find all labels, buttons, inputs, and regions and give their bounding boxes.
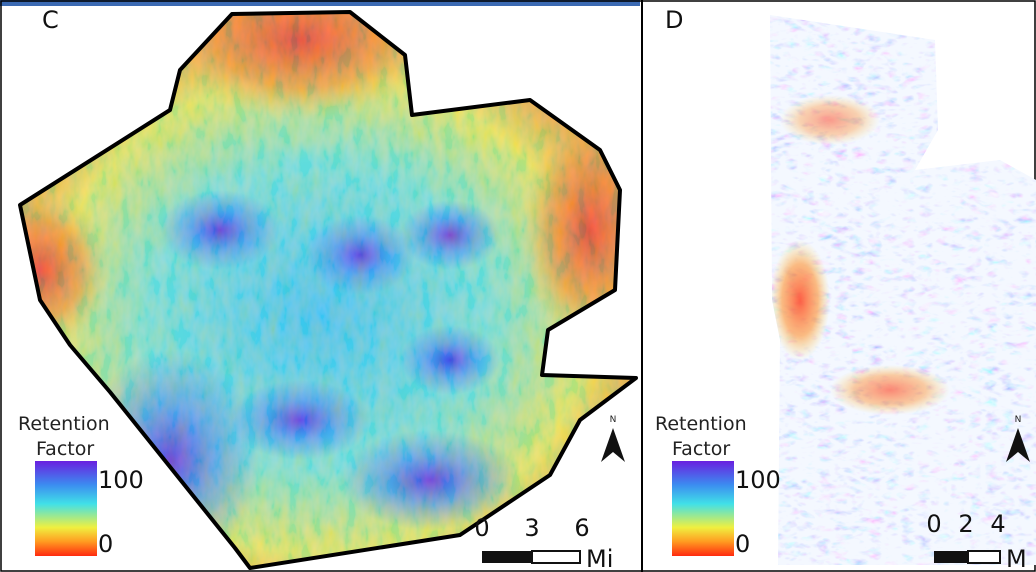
scale-tick: 4 [990,510,1005,538]
scale-bar [531,550,581,564]
legend-max: 100 [735,466,781,494]
scale-unit: Mi [586,545,613,572]
scale-tick: 0 [926,510,941,538]
scale-bar [934,551,968,563]
north-arrow [601,428,625,462]
scale-tick: 0 [474,514,489,542]
scale-tick: 6 [574,514,589,542]
legend-max: 100 [98,466,144,494]
panel-label: C [42,6,59,34]
legend-title: Factor [672,438,730,460]
north-label: N [610,415,617,425]
scale-tick: 2 [958,510,973,538]
legend-ramp [35,461,97,556]
scale-unit: M [1006,545,1027,572]
legend-title: Retention [655,413,747,435]
legend-min: 0 [735,530,750,558]
legend-title: Retention [18,413,110,435]
scale-tick: 3 [524,514,539,542]
north-arrow [1006,428,1030,462]
legend-min: 0 [98,530,113,558]
scale-bar [967,550,1001,564]
legend-title: Factor [36,438,94,460]
top-bar [0,0,640,6]
map-c-boundary [18,10,638,570]
scale-bar [482,551,532,563]
north-label: N [1015,415,1022,425]
legend-ramp [672,461,734,556]
panel-label: D [665,6,683,34]
